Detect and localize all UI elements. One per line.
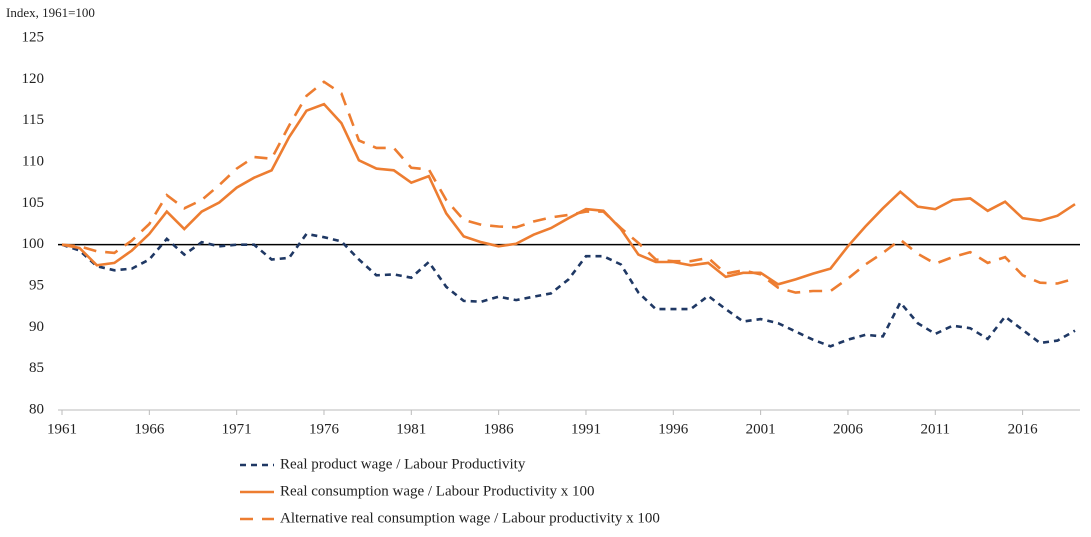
legend-label: Alternative real consumption wage / Labo… [280, 510, 660, 526]
x-tick-label: 1981 [396, 421, 426, 437]
x-tick-label: 1971 [222, 421, 252, 437]
x-tick-label: 1966 [134, 421, 165, 437]
y-tick-label: 105 [22, 195, 45, 211]
series-line [61, 232, 1076, 348]
legend-label: Real product wage / Labour Productivity [280, 456, 526, 472]
x-tick-label: 2001 [746, 421, 776, 437]
y-tick-label: 120 [22, 71, 45, 87]
y-tick-label: 110 [22, 153, 44, 169]
y-tick-label: 80 [29, 401, 44, 417]
y-axis-label: Index, 1961=100 [6, 5, 95, 20]
x-tick-label: 1991 [571, 421, 601, 437]
y-tick-label: 90 [29, 319, 44, 335]
x-tick-label: 2016 [1008, 421, 1039, 437]
legend-label: Real consumption wage / Labour Productiv… [280, 483, 595, 499]
y-tick-label: 125 [22, 29, 45, 45]
x-tick-label: 1986 [484, 421, 515, 437]
y-tick-label: 85 [29, 360, 44, 376]
series-line [61, 102, 1076, 286]
y-tick-label: 115 [22, 112, 44, 128]
x-tick-label: 2006 [833, 421, 864, 437]
y-tick-label: 100 [22, 236, 45, 252]
x-tick-label: 1976 [309, 421, 340, 437]
y-tick-label: 95 [29, 277, 44, 293]
series-line [61, 80, 1076, 294]
x-tick-label: 2011 [921, 421, 950, 437]
x-tick-label: 1996 [658, 421, 689, 437]
x-tick-label: 1961 [47, 421, 77, 437]
